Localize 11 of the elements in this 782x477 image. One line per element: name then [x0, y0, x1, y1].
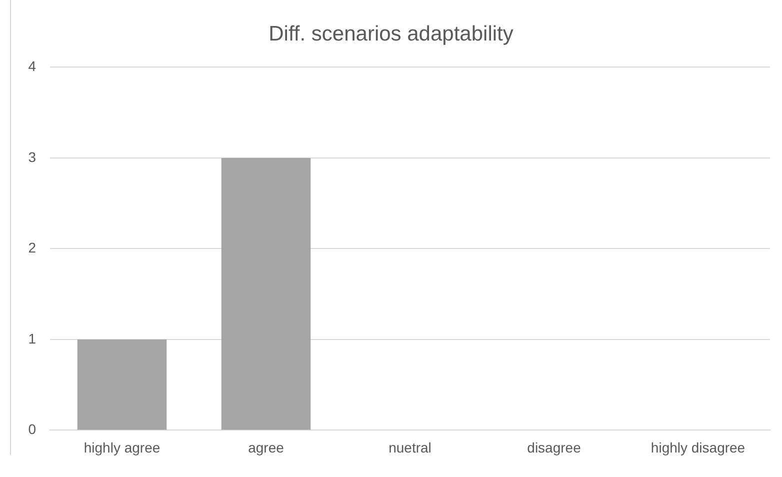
y-tick-label: 2: [28, 240, 36, 256]
x-tick-label: highly agree: [84, 439, 160, 456]
x-tick-label: disagree: [527, 439, 582, 456]
y-tick-label: 0: [28, 421, 36, 438]
y-tick-label: 4: [28, 58, 36, 74]
x-tick-label: highly disagree: [650, 439, 746, 456]
chart-title: Diff. scenarios adaptability: [268, 22, 514, 46]
x-tick-label: nuetral: [388, 439, 432, 456]
y-tick-label: 1: [28, 330, 36, 346]
x-tick-label: agree: [248, 439, 284, 456]
y-tick-label: 3: [28, 148, 36, 165]
